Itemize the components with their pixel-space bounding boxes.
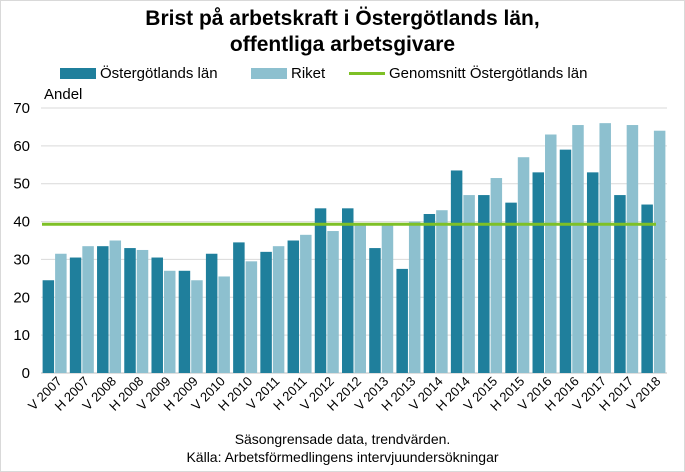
bar-ostergotland [314, 208, 327, 373]
bar-riket [136, 249, 149, 373]
bar-riket [626, 125, 639, 374]
bar-riket [191, 280, 203, 373]
bar-riket [436, 210, 448, 373]
bar-riket [327, 231, 339, 373]
y-tick-label: 0 [22, 365, 30, 382]
bar-ostergotland [151, 257, 163, 373]
bar-ostergotland [69, 257, 82, 373]
bar-ostergotland [614, 195, 626, 373]
bar-ostergotland [287, 240, 300, 373]
bar-ostergotland [586, 172, 599, 373]
bar-riket [55, 253, 67, 373]
bar-ostergotland [97, 246, 109, 373]
bar-ostergotland [559, 149, 572, 373]
bar-ostergotland [124, 248, 136, 373]
bar-riket [490, 178, 503, 373]
legend-label-ostergotland: Östergötlands län [100, 64, 218, 82]
bar-ostergotland [450, 170, 463, 373]
y-tick-label: 10 [13, 327, 30, 344]
y-tick-label: 30 [13, 251, 30, 268]
y-axis-label: Andel [44, 86, 82, 103]
bar-riket [653, 130, 666, 373]
bar-riket [218, 276, 230, 373]
legend-swatch-average [349, 71, 385, 75]
bar-ostergotland [478, 195, 490, 373]
legend-swatch-riket [251, 67, 287, 79]
bar-riket [408, 221, 421, 373]
y-tick-labels: 0 10 20 30 40 50 60 70 [13, 100, 30, 382]
bar-riket [463, 195, 475, 373]
y-tick-label: 70 [13, 100, 30, 117]
bar-ostergotland [369, 248, 381, 373]
bar-ostergotland [260, 251, 272, 373]
bar-riket [517, 157, 530, 373]
bar-ostergotland [505, 202, 517, 373]
bar-riket [599, 123, 611, 374]
legend-swatch-ostergotland [60, 67, 96, 79]
bar-ostergotland [205, 253, 218, 373]
chart-title-line2: offentliga arbetsgivare [229, 33, 456, 56]
bar-riket [572, 125, 584, 374]
legend-item-ostergotland: Östergötlands län [60, 62, 218, 84]
footer-source: Källa: Arbetsförmedlingens intervjuunder… [186, 449, 499, 465]
bar-ostergotland [423, 214, 436, 373]
legend: Östergötlands län Riket Genomsnitt Öster… [0, 62, 685, 84]
bar-riket [354, 223, 366, 373]
y-tick-label: 20 [13, 289, 30, 306]
bar-ostergotland [42, 280, 55, 373]
legend-label-average: Genomsnitt Östergötlands län [389, 64, 588, 82]
bar-riket [545, 134, 557, 373]
bar-ostergotland [178, 270, 191, 373]
chart-title-line1: Brist på arbetskraft i Östergötlands län… [145, 7, 540, 30]
footer-note: Säsongrensade data, trendvärden. [234, 431, 451, 447]
bar-riket [245, 261, 258, 373]
bar-riket [272, 246, 285, 373]
bar-riket [163, 270, 176, 373]
bar-riket [300, 234, 312, 373]
bar-riket [381, 225, 394, 373]
legend-item-average: Genomsnitt Östergötlands län [349, 62, 587, 84]
bar-ostergotland [641, 204, 653, 373]
y-tick-label: 40 [13, 214, 30, 231]
bar-ostergotland [532, 172, 545, 373]
bar-riket [82, 246, 94, 373]
bars [42, 123, 666, 374]
bar-riket [109, 240, 122, 373]
bar-ostergotland [342, 208, 354, 373]
y-tick-label: 50 [13, 176, 30, 193]
legend-item-riket: Riket [251, 62, 325, 84]
bar-ostergotland [396, 268, 408, 373]
legend-label-riket: Riket [291, 64, 326, 82]
bar-ostergotland [233, 242, 245, 373]
y-tick-label: 60 [13, 138, 30, 155]
